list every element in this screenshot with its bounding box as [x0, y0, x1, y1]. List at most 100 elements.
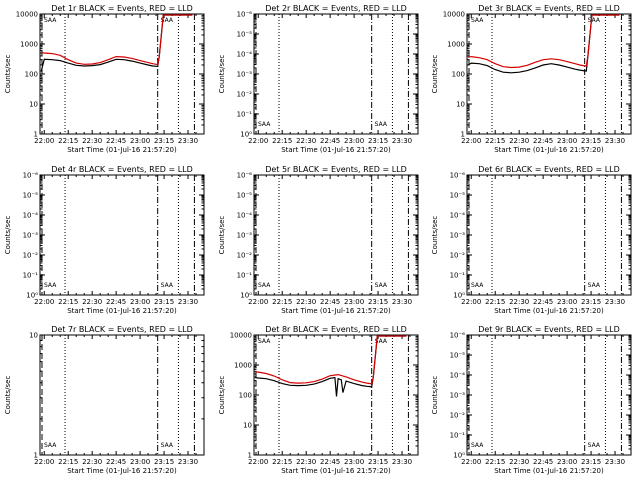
x-tick-label: 23:15 — [154, 458, 174, 466]
y-tick-label: 10⁻² — [450, 412, 466, 420]
y-axis-label: Counts/sec — [431, 55, 439, 94]
y-tick-label: 100 — [452, 71, 465, 79]
y-tick-label: 10000 — [16, 11, 38, 19]
x-tick-label: 23:30 — [392, 298, 412, 306]
x-tick-label: 22:15 — [58, 137, 78, 145]
x-tick-label: 23:15 — [368, 137, 388, 145]
y-tick-label: 10⁻⁶ — [450, 172, 466, 180]
x-axis-label: Start Time (01-Jul-16 21:57:20) — [67, 146, 177, 154]
y-tick-label: 10⁻³ — [450, 392, 466, 400]
y-tick-label: 1 — [34, 452, 38, 460]
y-tick-label: 10⁻⁴ — [237, 51, 253, 59]
x-tick-label: 22:15 — [58, 458, 78, 466]
y-axis-label: Counts/sec — [218, 376, 226, 415]
y-tick-label: 100 — [239, 392, 252, 400]
y-tick-label: 1000 — [20, 41, 38, 49]
y-axis-label: Counts/sec — [431, 376, 439, 415]
x-tick-label: 22:30 — [509, 458, 529, 466]
y-tick-label: 10⁻¹ — [23, 272, 39, 280]
events-series-line — [255, 335, 407, 397]
x-tick-label: 22:45 — [106, 458, 126, 466]
x-axis-label: Start Time (01-Jul-16 21:57:20) — [494, 467, 604, 475]
y-tick-label: 100 — [25, 71, 38, 79]
chart-title: Det 5r BLACK = Events, RED = LLD — [265, 165, 407, 174]
panel-det-3r: Det 3r BLACK = Events, RED = LLD 1 10 100 10… — [431, 4, 632, 154]
chart-title: Det 4r BLACK = Events, RED = LLD — [51, 165, 193, 174]
chart-title: Det 9r BLACK = Events, RED = LLD — [478, 325, 620, 334]
saa-marker: SAA — [44, 282, 57, 289]
x-tick-label: 22:30 — [296, 298, 316, 306]
x-tick-label: 23:30 — [178, 298, 198, 306]
x-tick-label: 23:00 — [344, 137, 364, 145]
y-axis-label: Counts/sec — [431, 216, 439, 255]
x-tick-label: 23:00 — [130, 298, 150, 306]
y-tick-label: 1 — [461, 131, 465, 139]
x-tick-label: 23:15 — [581, 298, 601, 306]
y-tick-label: 10⁻³ — [237, 232, 253, 240]
x-tick-label: 23:30 — [605, 137, 625, 145]
y-tick-label: 10000 — [443, 11, 465, 19]
y-tick-label: 10⁻⁴ — [237, 212, 253, 220]
panel-det-7r: Det 7r BLACK = Events, RED = LLD 1 10 22:00… — [4, 325, 205, 475]
y-axis-label: Counts/sec — [218, 216, 226, 255]
y-tick-label: 10⁻² — [237, 91, 253, 99]
x-tick-label: 22:15 — [485, 458, 505, 466]
y-axis-label: Counts/sec — [218, 55, 226, 94]
chart-title: Det 3r BLACK = Events, RED = LLD — [478, 4, 620, 13]
y-tick-label: 10000 — [230, 332, 252, 340]
saa-marker: SAA — [471, 17, 484, 24]
y-axis-label: Counts/sec — [4, 376, 12, 415]
saa-marker: SAA — [161, 442, 174, 449]
x-tick-label: 22:30 — [296, 137, 316, 145]
y-tick-label: 10⁻¹ — [237, 111, 253, 119]
saa-marker: SAA — [258, 121, 271, 128]
x-tick-label: 23:00 — [344, 298, 364, 306]
x-tick-label: 22:15 — [58, 298, 78, 306]
x-tick-label: 22:30 — [82, 458, 102, 466]
x-axis-label: Start Time (01-Jul-16 21:57:20) — [281, 146, 391, 154]
y-tick-label: 1000 — [447, 41, 465, 49]
saa-marker: SAA — [375, 282, 388, 289]
x-tick-label: 22:00 — [34, 137, 54, 145]
x-tick-label: 22:15 — [272, 137, 292, 145]
y-axis-label: Counts/sec — [4, 216, 12, 255]
chart-title: Det 1r BLACK = Events, RED = LLD — [51, 4, 193, 13]
chart-title: Det 6r BLACK = Events, RED = LLD — [478, 165, 620, 174]
y-tick-label: 10 — [29, 332, 38, 340]
x-tick-label: 22:15 — [272, 298, 292, 306]
x-tick-label: 23:15 — [154, 298, 174, 306]
x-tick-label: 22:45 — [533, 137, 553, 145]
x-tick-label: 22:45 — [533, 298, 553, 306]
x-tick-label: 22:15 — [485, 137, 505, 145]
saa-marker: SAA — [588, 442, 601, 449]
x-tick-label: 22:00 — [461, 298, 481, 306]
y-tick-label: 10⁻⁵ — [450, 352, 466, 360]
saa-marker: SAA — [375, 121, 388, 128]
chart-title: Det 2r BLACK = Events, RED = LLD — [265, 4, 407, 13]
y-axis-label: Counts/sec — [4, 55, 12, 94]
x-tick-label: 23:00 — [130, 137, 150, 145]
y-tick-label: 10⁻¹ — [450, 432, 466, 440]
saa-marker: SAA — [258, 282, 271, 289]
y-tick-label: 10⁰ — [26, 292, 38, 300]
x-tick-label: 22:45 — [106, 298, 126, 306]
y-tick-label: 10⁻⁴ — [450, 372, 466, 380]
x-tick-label: 23:15 — [368, 298, 388, 306]
panel-det-4r: Det 4r BLACK = Events, RED = LLD 10⁰ 10⁻¹ 1… — [4, 165, 205, 315]
lld-series-line — [255, 335, 407, 385]
panel-det-5r: Det 5r BLACK = Events, RED = LLD 10⁰ 10⁻¹ 1… — [218, 165, 419, 315]
y-tick-label: 10⁻² — [23, 252, 39, 260]
x-tick-label: 23:00 — [557, 137, 577, 145]
saa-marker: SAA — [161, 282, 174, 289]
y-tick-label: 10⁻² — [237, 252, 253, 260]
y-tick-label: 10⁻⁵ — [237, 31, 253, 39]
y-tick-label: 10⁻² — [450, 252, 466, 260]
y-tick-label: 10⁰ — [240, 292, 252, 300]
x-tick-label: 23:15 — [581, 137, 601, 145]
x-tick-label: 22:45 — [320, 298, 340, 306]
x-tick-label: 22:00 — [461, 458, 481, 466]
saa-marker: SAA — [258, 338, 271, 345]
x-tick-label: 22:00 — [248, 298, 268, 306]
y-tick-label: 1000 — [234, 362, 252, 370]
